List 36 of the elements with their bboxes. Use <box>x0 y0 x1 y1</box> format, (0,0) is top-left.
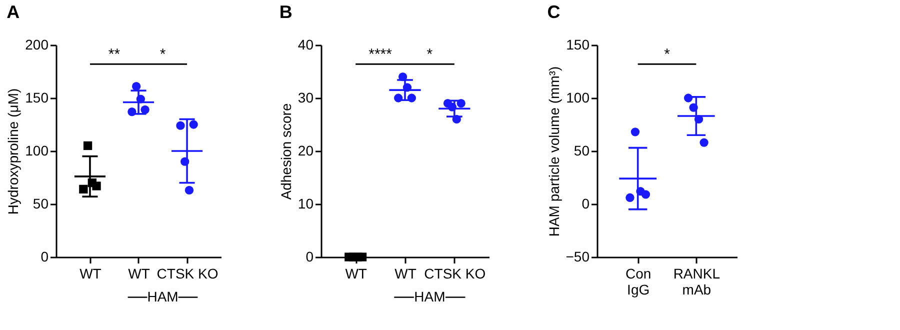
y-axis-title: Hydroxyproline (μM) <box>5 88 22 215</box>
x-axis-title: HAM <box>147 288 178 304</box>
y-tick-label: 100 <box>566 90 590 106</box>
x-tick-label: RANKL mAb <box>673 266 720 298</box>
chart-title: B <box>279 2 292 22</box>
x-tick-label: WT <box>128 266 150 282</box>
y-tick-label: 20 <box>298 142 314 158</box>
x-tick-label: CTSK KO <box>156 266 218 282</box>
annotation: * <box>664 46 670 64</box>
x-tick-label: WT <box>394 266 417 282</box>
y-tick-label: 0 <box>306 248 314 264</box>
y-axis-title: Adhesion score <box>278 103 294 200</box>
y-tick-label: 150 <box>566 36 590 52</box>
annotation: * <box>160 46 166 64</box>
y-tick-label: 0 <box>582 196 590 212</box>
annotation: * <box>426 46 433 64</box>
annotation: ** <box>108 46 120 64</box>
annotation: **** <box>368 46 392 64</box>
y-tick-label: 10 <box>298 196 314 212</box>
y-tick-label: 40 <box>298 36 314 52</box>
y-tick-label: 50 <box>574 142 590 158</box>
y-tick-label: 0 <box>40 248 49 264</box>
y-tick-label: 50 <box>32 196 49 212</box>
x-tick-label: WT <box>80 266 102 282</box>
y-axis-title: HAM particle volume (mm³) <box>546 66 562 237</box>
x-tick-label: CTSK KO <box>424 266 486 282</box>
y-tick-label: 100 <box>25 142 49 158</box>
chart-title: C <box>547 2 560 22</box>
y-tick-label: 30 <box>298 90 314 106</box>
y-tick-label: 200 <box>25 36 49 52</box>
x-tick-label: Con IgG <box>625 266 652 298</box>
chart-title: A <box>6 2 20 22</box>
x-axis-title: HAM <box>414 288 446 304</box>
y-tick-label: −50 <box>566 248 590 264</box>
y-tick-label: 150 <box>25 90 49 106</box>
x-tick-label: WT <box>345 266 368 282</box>
